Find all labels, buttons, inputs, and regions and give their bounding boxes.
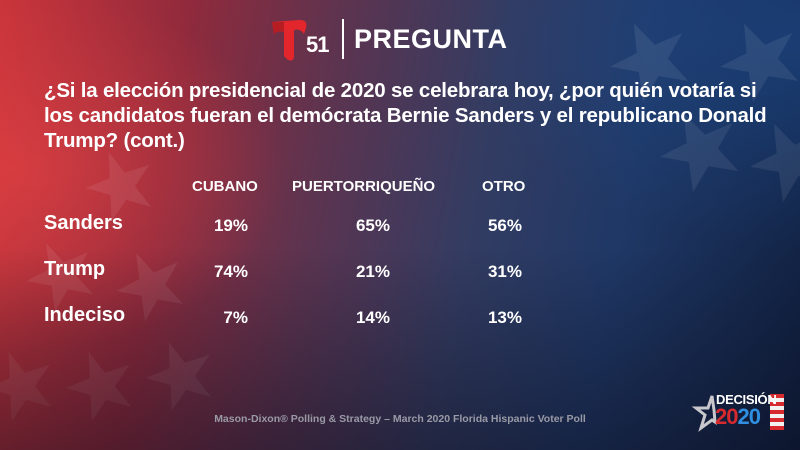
column-header-otro: OTRO <box>482 178 526 195</box>
cell-trump-otro: 31% <box>487 262 522 281</box>
star-icon <box>691 395 717 432</box>
column-header-puertorriqueno: PUERTORRIQUEÑO <box>292 178 436 195</box>
decision-2020-logo: DECISIÓN 2020 <box>688 390 788 435</box>
flag-stripes-icon <box>770 394 784 430</box>
row-label-sanders: Sanders <box>44 212 123 234</box>
star-icon <box>65 351 132 422</box>
cell-sanders-otro: 56% <box>487 216 522 235</box>
decision-label: DECISIÓN <box>716 392 777 407</box>
star-icon <box>0 351 52 422</box>
cell-trump-cubano: 74% <box>213 262 248 281</box>
column-header-cubano: CUBANO <box>192 178 258 195</box>
star-icon <box>719 23 799 103</box>
decision-year: 2020 <box>715 404 761 430</box>
header: 51 PREGUNTA <box>270 14 508 64</box>
star-icon <box>659 113 739 193</box>
star-icon <box>116 253 183 322</box>
poll-question: ¿Si la elección presidencial de 2020 se … <box>44 79 767 152</box>
cell-indeciso-otro: 13% <box>487 308 522 327</box>
star-icon <box>145 341 212 412</box>
telemundo-t-icon <box>272 20 307 61</box>
row-label-indeciso: Indeciso <box>44 304 126 326</box>
year-part-blue: 20 <box>737 404 761 429</box>
cell-sanders-cubano: 19% <box>213 216 248 235</box>
cell-indeciso-puertorriqueno: 14% <box>355 308 390 327</box>
header-title: PREGUNTA <box>354 23 508 54</box>
star-icon <box>609 23 689 103</box>
source-credit: Mason-Dixon® Polling & Strategy – March … <box>214 413 586 425</box>
channel-number: 51 <box>306 32 330 57</box>
decision-logo-graphic <box>691 394 784 432</box>
star-icon <box>26 243 93 312</box>
cell-trump-puertorriqueno: 21% <box>355 262 390 281</box>
year-part-red: 20 <box>715 404 739 429</box>
cell-indeciso-cubano: 7% <box>223 308 248 327</box>
telemundo-51-logo: 51 <box>270 16 336 62</box>
star-icon <box>85 151 152 222</box>
star-icon <box>749 123 800 203</box>
header-divider <box>342 19 344 59</box>
cell-sanders-puertorriqueno: 65% <box>355 216 390 235</box>
row-label-trump: Trump <box>44 258 106 280</box>
